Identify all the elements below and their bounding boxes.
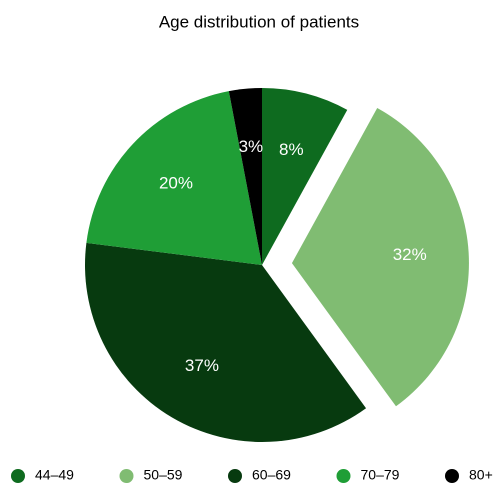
legend-swatch xyxy=(445,469,459,483)
data-label: 37% xyxy=(185,356,219,375)
pie-slice xyxy=(228,88,262,265)
legend-label: 44–49 xyxy=(35,467,74,483)
legend-label: 50–59 xyxy=(144,467,183,483)
pie-slice xyxy=(84,242,367,443)
pie-slice xyxy=(262,88,348,265)
data-label: 3% xyxy=(239,137,264,156)
legend-label: 70–79 xyxy=(361,467,400,483)
legend-swatch xyxy=(11,469,25,483)
chart-title: Age distribution of patients xyxy=(159,12,359,31)
data-label: 32% xyxy=(393,245,427,264)
legend-label: 60–69 xyxy=(252,467,291,483)
data-label: 8% xyxy=(279,140,304,159)
legend-swatch xyxy=(336,469,351,483)
legend-swatch xyxy=(119,469,134,483)
legend-swatch xyxy=(228,469,242,483)
legend-label: 80+ xyxy=(469,467,493,483)
data-label: 20% xyxy=(159,174,193,193)
pie-slice xyxy=(291,108,469,407)
pie-slice xyxy=(86,91,263,265)
